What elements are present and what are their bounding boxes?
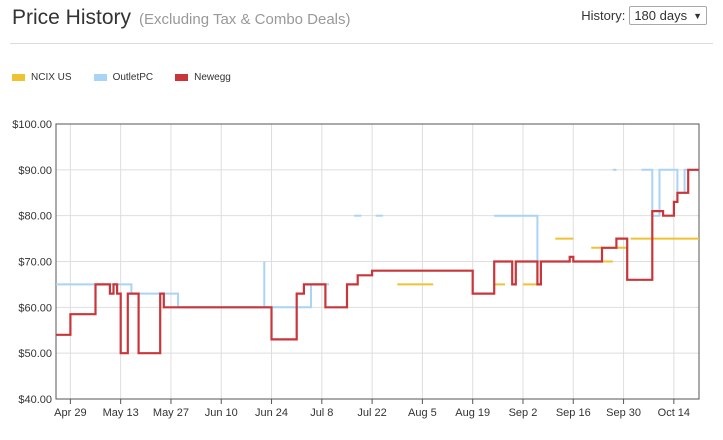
legend-item-ncix[interactable]: NCIX US <box>12 72 72 83</box>
history-select[interactable]: 180 days ▼ <box>629 6 707 25</box>
y-tick-label: $100.00 <box>12 119 52 131</box>
legend-item-newegg[interactable]: Newegg <box>175 72 231 83</box>
history-label: History: <box>581 8 626 23</box>
x-tick-label: May 27 <box>153 407 189 419</box>
y-tick-label: $50.00 <box>18 348 52 360</box>
legend-label-outletpc: OutletPC <box>112 72 154 83</box>
legend-label-ncix: NCIX US <box>31 72 72 83</box>
legend-label-newegg: Newegg <box>194 72 231 83</box>
legend-swatch-newegg <box>175 74 189 81</box>
x-tick-label: Jun 10 <box>205 407 238 419</box>
history-control: History: 180 days ▼ <box>581 6 707 25</box>
history-select-value: 180 days <box>634 8 688 23</box>
legend-item-outletpc[interactable]: OutletPC <box>93 72 154 83</box>
title-text: Price History <box>12 6 132 29</box>
x-tick-label: May 13 <box>103 407 139 419</box>
page-title: Price History (Excluding Tax & Combo Deal… <box>12 6 351 30</box>
y-tick-label: $40.00 <box>18 394 52 406</box>
x-tick-label: Apr 29 <box>54 407 86 419</box>
legend-swatch-outletpc <box>93 74 107 81</box>
x-tick-label: Sep 30 <box>606 407 641 419</box>
x-tick-label: Aug 19 <box>455 407 490 419</box>
series-line-outletpc <box>641 168 699 217</box>
title-subtitle: (Excluding Tax & Combo Deals) <box>139 11 351 28</box>
series-line-newegg <box>56 168 699 355</box>
x-tick-label: Oct 14 <box>658 407 690 419</box>
x-tick-label: Sep 2 <box>509 407 538 419</box>
x-tick-label: Aug 5 <box>408 407 437 419</box>
x-tick-label: Jul 8 <box>310 407 333 419</box>
x-tick-label: Jul 22 <box>357 407 386 419</box>
x-tick-label: Jun 24 <box>255 407 288 419</box>
dropdown-arrow-icon: ▼ <box>693 10 702 21</box>
y-tick-label: $80.00 <box>18 211 52 223</box>
chart-legend: NCIX US OutletPC Newegg <box>12 72 253 83</box>
header-divider <box>10 43 713 44</box>
plot-border <box>55 123 700 400</box>
y-tick-label: $70.00 <box>18 257 52 269</box>
legend-swatch-ncix <box>12 74 25 81</box>
y-tick-label: $90.00 <box>18 165 52 177</box>
y-tick-label: $60.00 <box>18 302 52 314</box>
x-tick-label: Sep 16 <box>556 407 591 419</box>
